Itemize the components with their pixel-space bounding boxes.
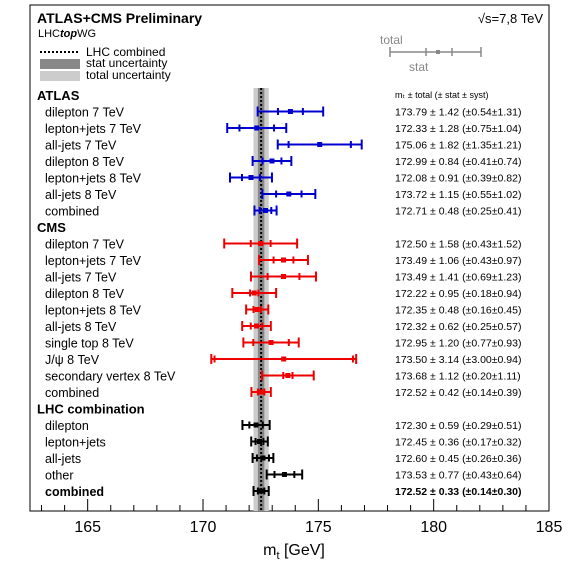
- measurement-value: 172.35 ± 0.48 (±0.16±0.45): [395, 305, 521, 317]
- x-tick-label: 185: [536, 519, 563, 536]
- group-heading: LHC combination: [37, 402, 145, 417]
- measurement-label: J/ψ 8 TeV: [45, 353, 100, 367]
- measurement-label: lepton+jets 8 TeV: [45, 304, 142, 318]
- measurement-point: [258, 241, 264, 246]
- measurement-value: 172.99 ± 0.84 (±0.41±0.74): [395, 156, 521, 168]
- measurement-value: 172.33 ± 1.28 (±0.75±1.04): [395, 123, 521, 135]
- measurement-label: lepton+jets 7 TeV: [45, 122, 142, 136]
- uncertainty-key: total stat: [380, 33, 482, 74]
- measurement-point: [258, 488, 264, 494]
- chart-title: ATLAS+CMS Preliminary: [37, 10, 202, 26]
- measurement-value: 172.08 ± 0.91 (±0.39±0.82): [395, 173, 521, 185]
- measurement-point: [251, 290, 257, 296]
- measurement-value: 173.72 ± 1.15 (±0.55±1.02): [395, 189, 521, 201]
- legend-stat-label: stat uncertainty: [86, 56, 167, 70]
- measurement-value: 175.06 ± 1.82 (±1.35±1.21): [395, 140, 521, 152]
- measurement-point: [286, 191, 292, 197]
- measurement-value: 172.50 ± 1.58 (±0.43±1.52): [395, 239, 521, 251]
- measurement-value: 172.71 ± 0.48 (±0.25±0.41): [395, 206, 521, 218]
- value-column-header: mₜ ± total (± stat ± syst): [395, 90, 489, 100]
- measurement-label: combined: [45, 386, 99, 400]
- measurement-value: 172.45 ± 0.36 (±0.17±0.32): [395, 437, 521, 449]
- measurement-label: all-jets 8 TeV: [45, 320, 117, 334]
- group-heading: ATLAS: [37, 88, 80, 103]
- energy-label: √s=7,8 TeV: [478, 11, 543, 26]
- measurement-label: all-jets: [45, 452, 81, 466]
- measurement-label: combined: [45, 485, 104, 499]
- measurement-value: 172.60 ± 0.45 (±0.26±0.36): [395, 453, 521, 465]
- plot-frame: [29, 4, 550, 512]
- measurement-point: [263, 208, 269, 213]
- measurement-point: [260, 455, 266, 461]
- measurement-point: [257, 439, 263, 444]
- key-marker: [436, 50, 440, 54]
- measurement-value: 172.32 ± 0.62 (±0.25±0.57): [395, 321, 521, 333]
- measurement-point: [317, 142, 323, 147]
- measurement-point: [254, 125, 260, 131]
- x-axis: 165 170 175 180 185: [41, 499, 563, 536]
- measurement-point: [253, 422, 259, 428]
- legend: LHC combined stat uncertainty total unce…: [40, 45, 171, 82]
- combined-bands: [253, 88, 269, 511]
- measurement-rows: ATLAS dilepton 7 TeV 173.79 ± 1.42 (±0.54±…: [37, 88, 521, 499]
- measurement-value: 172.52 ± 0.42 (±0.14±0.39): [395, 387, 521, 399]
- measurement-label: dilepton 7 TeV: [45, 106, 125, 120]
- measurement-label: all-jets 7 TeV: [45, 271, 117, 285]
- key-stat-label: stat: [409, 60, 429, 74]
- legend-total-swatch: [40, 71, 80, 81]
- measurement-value: 173.49 ± 1.06 (±0.43±0.97): [395, 255, 521, 267]
- measurement-point: [281, 274, 287, 279]
- measurement-value: 172.30 ± 0.59 (±0.29±0.51): [395, 420, 521, 432]
- group-heading: CMS: [37, 220, 66, 235]
- measurement-point: [281, 472, 287, 477]
- measurement-label: all-jets 8 TeV: [45, 188, 117, 202]
- measurement-point: [258, 389, 264, 395]
- x-tick-label: 180: [420, 519, 447, 536]
- legend-stat-swatch: [40, 59, 80, 69]
- measurement-label: secondary vertex 8 TeV: [45, 370, 176, 384]
- measurement-point: [268, 340, 274, 345]
- measurement-point: [285, 373, 291, 378]
- legend-line-label: LHC combined: [86, 45, 165, 59]
- measurement-value: 172.95 ± 1.20 (±0.77±0.93): [395, 338, 521, 350]
- measurement-value: 172.22 ± 0.95 (±0.18±0.94): [395, 288, 521, 300]
- measurement-point: [254, 323, 260, 329]
- measurement-label: dilepton: [45, 419, 89, 433]
- x-tick-label: 175: [305, 519, 332, 536]
- measurement-label: other: [45, 469, 74, 483]
- measurement-label: lepton+jets: [45, 436, 106, 450]
- measurement-value: 173.53 ± 0.77 (±0.43±0.64): [395, 470, 521, 482]
- measurement-label: dilepton 7 TeV: [45, 238, 125, 252]
- measurement-label: lepton+jets 8 TeV: [45, 172, 142, 186]
- measurement-label: dilepton 8 TeV: [45, 155, 125, 169]
- measurement-point: [269, 158, 275, 164]
- legend-total-label: total uncertainty: [86, 68, 171, 82]
- x-tick-label: 165: [74, 519, 101, 536]
- key-total-label: total: [380, 33, 403, 47]
- chart-header: ATLAS+CMS Preliminary LHCtopWG √s=7,8 Te…: [37, 10, 543, 40]
- measurement-value: 173.49 ± 1.41 (±0.69±1.23): [395, 272, 521, 284]
- measurement-point: [281, 356, 287, 362]
- measurement-label: dilepton 8 TeV: [45, 287, 125, 301]
- x-axis-label: mt [GeV]: [263, 542, 325, 562]
- measurement-label: all-jets 7 TeV: [45, 139, 117, 153]
- measurement-value: 173.79 ± 1.42 (±0.54±1.31): [395, 107, 521, 119]
- measurement-point: [281, 257, 287, 263]
- measurement-value: 173.50 ± 3.14 (±3.00±0.94): [395, 354, 521, 366]
- measurement-point: [254, 307, 260, 312]
- measurement-point: [287, 109, 293, 114]
- chart-subtitle: LHCtopWG: [38, 28, 96, 40]
- measurement-label: lepton+jets 7 TeV: [45, 254, 142, 268]
- x-tick-label: 170: [190, 519, 217, 536]
- measurement-point: [248, 175, 254, 180]
- measurement-label: single top 8 TeV: [45, 337, 134, 351]
- stat-uncertainty-band: [257, 88, 265, 511]
- measurement-value: 173.68 ± 1.12 (±0.20±1.11): [395, 371, 521, 383]
- measurement-value: 172.52 ± 0.33 (±0.14±0.30): [395, 486, 521, 498]
- measurement-label: combined: [45, 205, 99, 219]
